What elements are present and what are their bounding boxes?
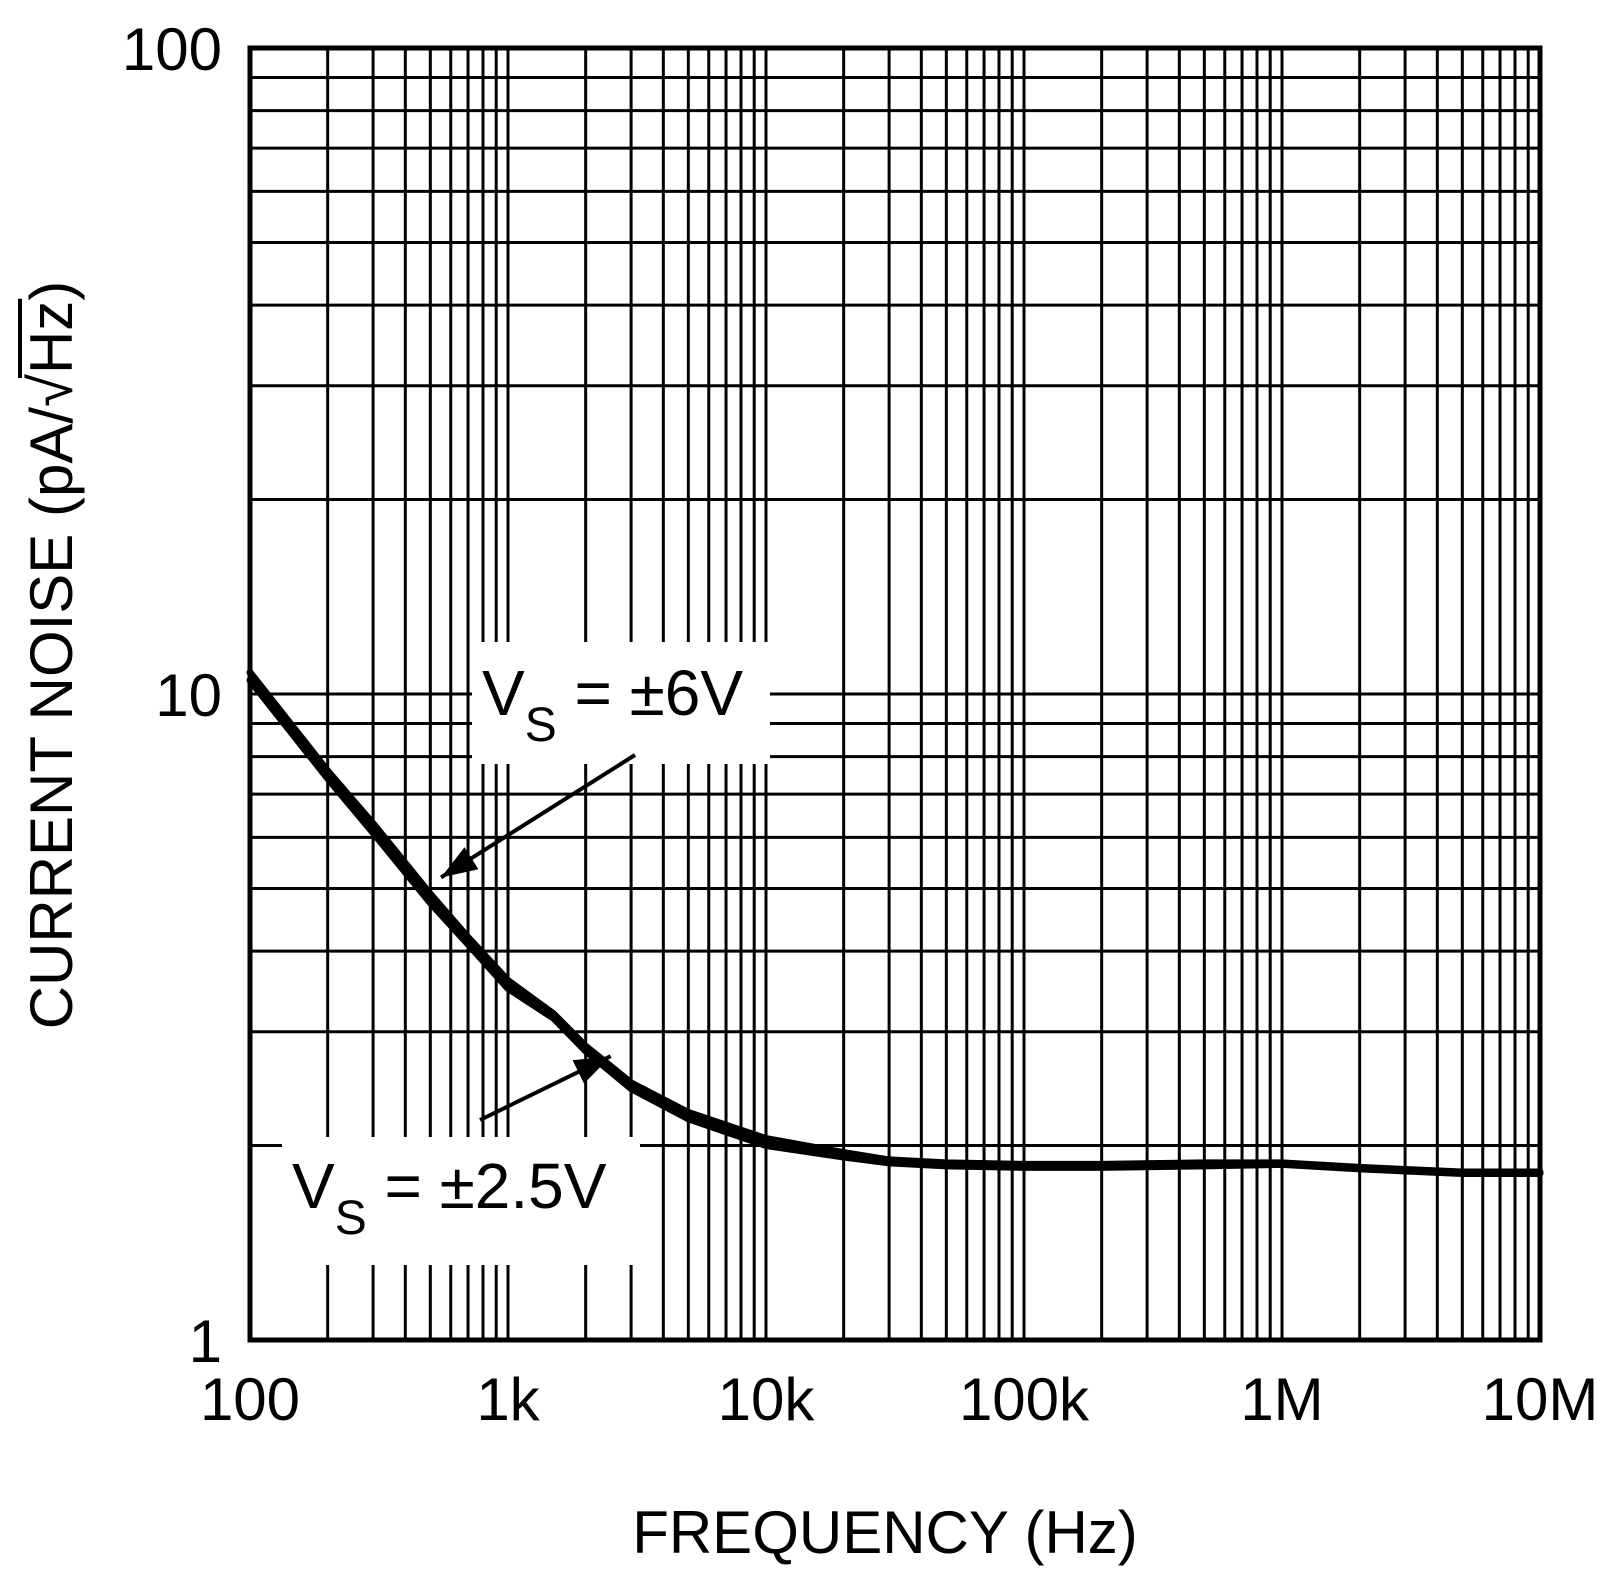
annotation-label-vs-6v: VS = ±6V — [482, 657, 743, 752]
annotations: VS = ±6V VS = ±2.5V — [282, 642, 770, 1265]
svg-text:CURRENT NOISE (pA/√Hz): CURRENT NOISE (pA/√Hz) — [18, 281, 85, 1030]
x-tick-label: 100k — [959, 1366, 1090, 1433]
annotation-arrowhead-vs-2-5v — [572, 1056, 611, 1084]
y-axis-label-radical: √ — [18, 374, 85, 407]
plot-frame — [247, 45, 1543, 1343]
y-axis-label-text: CURRENT NOISE (pA/ — [18, 407, 85, 1030]
y-tick-label: 100 — [122, 16, 222, 83]
y-tick-label: 1 — [189, 1308, 222, 1375]
y-axis-label-radicand: Hz — [18, 301, 85, 374]
y-axis-label-close: ) — [18, 281, 85, 301]
tick-labels: 100 1k 10k 100k 1M 10M 1 10 100 — [122, 16, 1598, 1433]
x-tick-label: 1k — [476, 1366, 540, 1433]
x-axis-label: FREQUENCY (Hz) — [632, 1499, 1138, 1566]
x-tick-label: 100 — [200, 1366, 300, 1433]
x-tick-label: 10k — [718, 1366, 816, 1433]
x-tick-label: 1M — [1240, 1366, 1323, 1433]
annotation-box-vs-6v — [472, 642, 770, 764]
annotation-arrow-vs-6v — [439, 753, 637, 880]
y-tick-label: 10 — [155, 662, 222, 729]
y-axis-label: CURRENT NOISE (pA/√Hz) — [18, 281, 85, 1030]
annotation-label-vs-2-5v: VS = ±2.5V — [292, 1150, 607, 1245]
annotation-box-vs-2-5v — [282, 1137, 640, 1265]
series-line-vs-2-5v — [246, 676, 1544, 1177]
x-tick-label: 10M — [1482, 1366, 1599, 1433]
series-curves — [246, 668, 1544, 1177]
annotation-arrowhead-vs-6v — [441, 847, 479, 878]
